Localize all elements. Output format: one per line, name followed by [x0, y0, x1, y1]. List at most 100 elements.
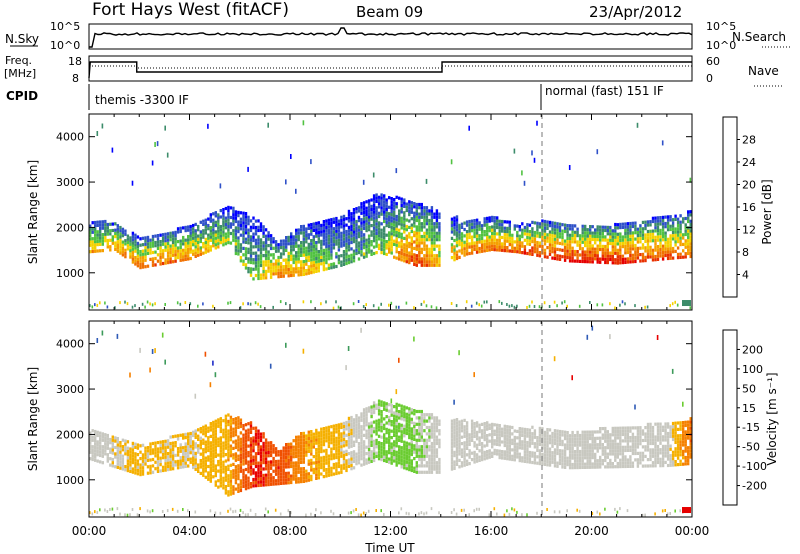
- heatmap-cell: [576, 230, 579, 234]
- heatmap-cell: [176, 227, 180, 231]
- heatmap-cell: [687, 239, 690, 243]
- heatmap-cell: [290, 254, 293, 258]
- heatmap-cell: [242, 433, 245, 437]
- heatmap-cell: [383, 401, 386, 405]
- heatmap-cell: [408, 448, 411, 452]
- heatmap-cell: [340, 422, 343, 426]
- heatmap-cell: [89, 230, 92, 235]
- heatmap-cell: [430, 425, 434, 430]
- heatmap-cell: [285, 475, 288, 479]
- heatmap-cell: [393, 233, 396, 237]
- heatmap-cell: [578, 234, 582, 238]
- heatmap-cell: [274, 272, 278, 276]
- heatmap-cell: [259, 461, 263, 465]
- heatmap-cell: [377, 421, 381, 426]
- heatmap-cell: [307, 443, 310, 447]
- heatmap-cell: [362, 411, 366, 415]
- heatmap-cell: [395, 444, 398, 448]
- heatmap-cell: [393, 459, 396, 463]
- heatmap-cell: [176, 459, 180, 463]
- heatmap-cell: [370, 450, 373, 454]
- heatmap-cell: [111, 147, 114, 153]
- heatmap-cell: [571, 227, 574, 231]
- heatmap-cell: [106, 245, 109, 249]
- heatmap-cell: [189, 435, 192, 439]
- heatmap-cell: [428, 212, 431, 216]
- heatmap-cell: [666, 250, 670, 254]
- heatmap-cell: [664, 253, 667, 258]
- heatmap-cell: [315, 448, 318, 452]
- heatmap-cell: [179, 302, 182, 306]
- heatmap-cell: [279, 456, 283, 460]
- heatmap-cell: [365, 303, 367, 307]
- heatmap-cell: [342, 214, 346, 218]
- heatmap-cell: [345, 258, 348, 262]
- heatmap-cell: [166, 245, 170, 249]
- heatmap-cell: [591, 247, 594, 251]
- heatmap-cell: [430, 206, 434, 210]
- heatmap-cell: [141, 459, 145, 463]
- heatmap-cell: [425, 247, 429, 251]
- heatmap-cell: [242, 227, 245, 231]
- heatmap-cell: [370, 198, 373, 202]
- heatmap-cell: [141, 259, 145, 263]
- nave-tick-bottom: 0: [706, 72, 713, 85]
- heatmap-cell: [599, 225, 602, 229]
- heatmap-cell: [164, 248, 167, 252]
- heatmap-cell: [573, 240, 577, 244]
- heatmap-cell: [224, 424, 228, 428]
- heatmap-cell: [639, 246, 642, 250]
- heatmap-cell: [455, 256, 459, 261]
- heatmap-cell: [433, 448, 436, 452]
- heatmap-cell: [320, 430, 323, 434]
- heatmap-cell: [362, 252, 366, 256]
- heatmap-cell: [486, 421, 489, 425]
- heatmap-cell: [239, 249, 243, 253]
- heatmap-cell: [279, 239, 283, 243]
- heatmap-cell: [418, 435, 421, 439]
- heatmap-cell: [606, 245, 609, 249]
- heatmap-cell: [267, 467, 270, 471]
- heatmap-cell: [267, 447, 270, 451]
- heatmap-cell: [254, 429, 258, 433]
- heatmap-cell: [656, 248, 660, 252]
- heatmap-cell: [134, 249, 137, 253]
- heatmap-cell: [435, 212, 439, 216]
- heatmap-cell: [310, 159, 312, 165]
- heatmap-cell: [242, 302, 244, 306]
- heatmap-cell: [219, 228, 222, 232]
- heatmap-cell: [347, 257, 351, 261]
- heatmap-cell: [661, 140, 664, 146]
- heatmap-cell: [430, 429, 434, 433]
- heatmap-cell: [269, 466, 273, 470]
- heatmap-cell: [310, 242, 313, 246]
- heatmap-cell: [458, 423, 461, 427]
- heatmap-cell: [139, 469, 142, 473]
- heatmap-cell: [438, 260, 441, 264]
- heatmap-cell: [315, 451, 318, 455]
- heatmap-cell: [398, 231, 401, 235]
- heatmap-cell: [551, 230, 554, 235]
- heatmap-cell: [601, 228, 604, 232]
- heatmap-cell: [470, 222, 474, 226]
- heatmap-cell: [367, 431, 371, 436]
- heatmap-cell: [450, 246, 454, 250]
- heatmap-cell: [166, 251, 170, 255]
- heatmap-cell: [521, 228, 524, 232]
- heatmap-cell: [465, 300, 468, 304]
- heatmap-cell: [300, 480, 303, 484]
- heatmap-cell: [229, 231, 233, 236]
- heatmap-cell: [380, 251, 383, 255]
- heatmap-cell: [239, 431, 243, 435]
- heatmap-cell: [91, 237, 94, 241]
- heatmap-cell: [438, 429, 441, 433]
- heatmap-cell: [126, 237, 130, 241]
- heatmap-cell: [327, 432, 331, 436]
- heatmap-cell: [227, 234, 230, 238]
- heatmap-cell: [171, 231, 175, 235]
- heatmap-cell: [478, 426, 481, 430]
- heatmap-cell: [599, 238, 602, 242]
- heatmap-cell: [433, 257, 436, 261]
- heatmap-cell: [380, 302, 382, 306]
- heatmap-cell: [486, 245, 489, 249]
